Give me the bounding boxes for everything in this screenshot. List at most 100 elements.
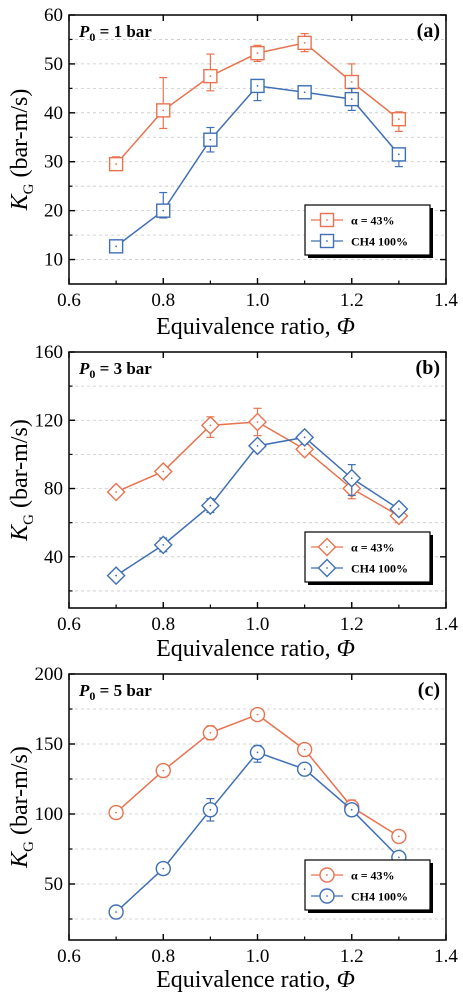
data-point-center xyxy=(256,444,259,447)
data-point-center xyxy=(256,713,259,716)
data-point-center xyxy=(303,748,306,751)
data-point-center xyxy=(303,768,306,771)
condition-value: = 3 bar xyxy=(95,359,152,378)
x-tick-label: 1.4 xyxy=(434,290,458,311)
pressure-condition-label: P0 = 5 bar xyxy=(78,681,152,703)
y-axis-title-subscript: G xyxy=(21,841,37,852)
y-tick-label: 10 xyxy=(44,250,63,271)
data-point-center xyxy=(303,41,306,44)
data-point-center xyxy=(350,98,353,101)
data-point-center xyxy=(209,504,212,507)
y-tick-label: 60 xyxy=(44,5,63,26)
legend: α = 43% CH4 100% xyxy=(304,204,433,258)
y-tick-label: 120 xyxy=(35,410,64,431)
data-point-center xyxy=(162,109,165,112)
legend: α = 43% CH4 100% xyxy=(304,531,433,585)
condition-value: = 5 bar xyxy=(95,681,152,700)
y-tick-label: 160 xyxy=(35,342,64,363)
condition-value: = 1 bar xyxy=(95,22,152,41)
x-tick-label: 0.8 xyxy=(151,946,175,967)
data-point-center xyxy=(209,75,212,78)
y-axis-title-symbol: K xyxy=(7,523,33,542)
data-point-center xyxy=(162,543,165,546)
data-point-center xyxy=(256,52,259,55)
pressure-condition-label: P0 = 1 bar xyxy=(78,22,152,44)
x-tick-label: 0.8 xyxy=(151,290,175,311)
panel-tag: (b) xyxy=(416,357,440,379)
data-point-center xyxy=(115,245,118,248)
data-point-center xyxy=(115,491,118,493)
data-point-center xyxy=(115,911,118,913)
y-tick-label: 80 xyxy=(44,479,63,500)
x-tick-label: 0.6 xyxy=(57,946,81,967)
data-point-center xyxy=(397,153,400,156)
data-point-center xyxy=(256,751,259,754)
y-tick-label: 150 xyxy=(35,734,64,755)
y-tick-label: 50 xyxy=(44,54,63,75)
data-point-center xyxy=(209,424,212,427)
data-point-center xyxy=(115,574,118,577)
legend-marker-center xyxy=(326,874,328,876)
legend-marker-center xyxy=(326,219,328,221)
data-point-center xyxy=(397,508,400,510)
y-tick-label: 40 xyxy=(44,103,63,124)
chart-panel-3: 0.6 0.8 1.0 1.2 1.4 50 100 150 200 Equivalence ra… xyxy=(7,664,458,993)
y-axis-title-subscript: G xyxy=(21,514,37,525)
x-tick-label: 1.0 xyxy=(246,614,270,635)
panel-tag: (c) xyxy=(418,679,440,701)
x-tick-label: 1.4 xyxy=(434,614,458,635)
y-tick-label: 50 xyxy=(44,874,63,895)
data-point-center xyxy=(162,867,165,870)
x-tick-label: 0.6 xyxy=(57,614,81,635)
y-tick-label: 30 xyxy=(44,152,63,173)
data-point-center xyxy=(397,835,400,838)
x-axis-title-symbol: Φ xyxy=(337,636,355,662)
y-axis-title-symbol: K xyxy=(7,850,33,869)
series-blend xyxy=(106,407,409,526)
series-methane xyxy=(108,78,407,254)
x-tick-label: 0.8 xyxy=(151,614,175,635)
x-tick-label: 1.4 xyxy=(434,946,458,967)
x-axis-title-text: Equivalence ratio, xyxy=(156,636,337,662)
legend-entry: α = 43% xyxy=(351,214,395,228)
condition-subscript: 0 xyxy=(89,367,95,381)
x-axis-title-text: Equivalence ratio, xyxy=(156,314,337,340)
y-axis-title-text: (bar-m/s) xyxy=(7,89,33,184)
data-point-center xyxy=(162,769,165,772)
y-tick-label: 20 xyxy=(44,201,63,222)
y-tick-label: 200 xyxy=(35,664,64,685)
legend: α = 43% CH4 100% xyxy=(304,859,433,913)
y-axis-title-subscript: G xyxy=(21,183,37,194)
legend-marker-center xyxy=(326,567,328,569)
condition-subscript: 0 xyxy=(89,30,95,44)
legend-entry: CH4 100% xyxy=(351,890,408,904)
x-tick-label: 1.0 xyxy=(246,946,270,967)
data-point-center xyxy=(162,470,165,473)
condition-symbol: P xyxy=(78,22,90,41)
y-axis-title-text: (bar-m/s) xyxy=(7,746,33,841)
data-point-center xyxy=(115,163,118,166)
panel-tag: (a) xyxy=(417,20,440,42)
x-tick-label: 1.2 xyxy=(340,946,364,967)
pressure-condition-label: P0 = 3 bar xyxy=(78,359,152,381)
legend-entry: α = 43% xyxy=(351,869,395,883)
series-methane xyxy=(106,427,409,586)
data-point-center xyxy=(256,421,259,423)
x-tick-label: 1.0 xyxy=(246,290,270,311)
y-axis-title-symbol: K xyxy=(7,192,33,211)
x-axis-title: Equivalence ratio, Φ xyxy=(156,314,355,340)
data-point-center xyxy=(397,118,400,121)
series-blend xyxy=(108,706,407,845)
data-point-center xyxy=(209,731,212,734)
legend-entry: CH4 100% xyxy=(351,235,408,249)
y-axis-title-text: (bar-m/s) xyxy=(7,419,33,514)
data-point-center xyxy=(350,808,353,811)
condition-subscript: 0 xyxy=(89,689,95,703)
x-axis-title-symbol: Φ xyxy=(337,314,355,340)
y-axis-title: KG (bar-m/s) xyxy=(7,746,37,869)
data-point-center xyxy=(350,81,353,83)
data-point-center xyxy=(303,436,306,439)
data-point-center xyxy=(350,477,353,480)
x-axis-title: Equivalence ratio, Φ xyxy=(156,967,355,993)
